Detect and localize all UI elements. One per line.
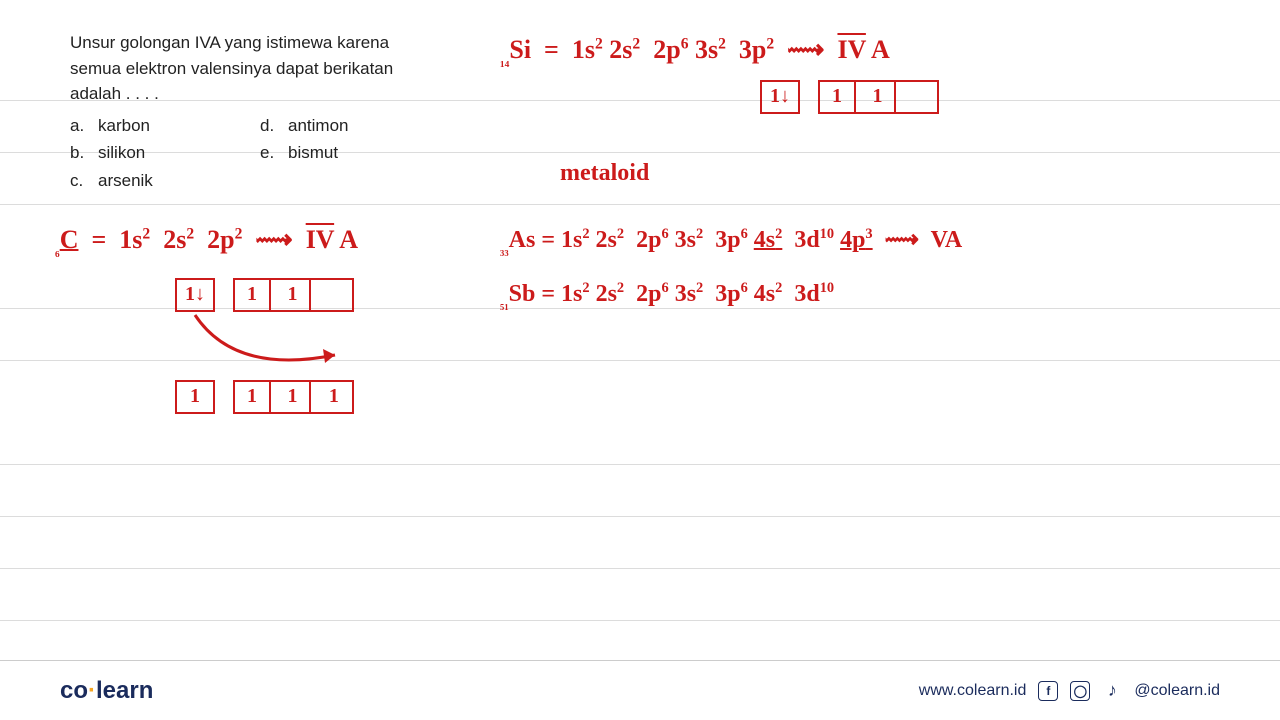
option-d: d. antimon — [260, 113, 420, 139]
carbon-orbitals-after: 1 1 1 1 — [175, 380, 354, 414]
instagram-icon: ◯ — [1070, 681, 1090, 701]
carbon-config: ₆C = 1s2 2s2 2p2 ⟿ IV A — [55, 225, 358, 259]
question-title: Unsur golongan IVA yang istimewa karena … — [70, 30, 440, 107]
footer-url: www.colearn.id — [919, 682, 1027, 700]
silicon-orbitals: 1↓ 1 1 — [760, 80, 939, 114]
option-e: e. bismut — [260, 140, 420, 166]
question-block: Unsur golongan IVA yang istimewa karena … — [70, 30, 440, 195]
logo: co·learn — [60, 677, 153, 705]
metaloid-label: metaloid — [560, 160, 649, 187]
footer-handle: @colearn.id — [1134, 682, 1220, 700]
option-a: a. karbon — [70, 113, 260, 139]
option-b: b. silikon — [70, 140, 260, 166]
footer-bar: co·learn www.colearn.id f ◯ ♪ @colearn.i… — [0, 660, 1280, 720]
facebook-icon: f — [1038, 681, 1058, 701]
option-c: c. arsenik — [70, 168, 260, 194]
question-line2: semua elektron valensinya dapat berikata… — [70, 59, 393, 78]
promotion-arrow — [175, 305, 375, 385]
tiktok-icon: ♪ — [1102, 681, 1122, 701]
question-line3: adalah . . . . — [70, 84, 159, 103]
question-line1: Unsur golongan IVA yang istimewa karena — [70, 33, 389, 52]
silicon-config: ₁₄Si = 1s2 2s2 2p6 3s2 3p2 ⟿ IV A — [500, 35, 890, 69]
arsenic-config: ₃₃As = 1s2 2s2 2p6 3s2 3p6 4s2 3d10 4p3 … — [500, 225, 962, 258]
antimony-config: ₅₁Sb = 1s2 2s2 2p6 3s2 3p6 4s2 3d10 — [500, 280, 834, 312]
footer-right: www.colearn.id f ◯ ♪ @colearn.id — [919, 681, 1220, 701]
